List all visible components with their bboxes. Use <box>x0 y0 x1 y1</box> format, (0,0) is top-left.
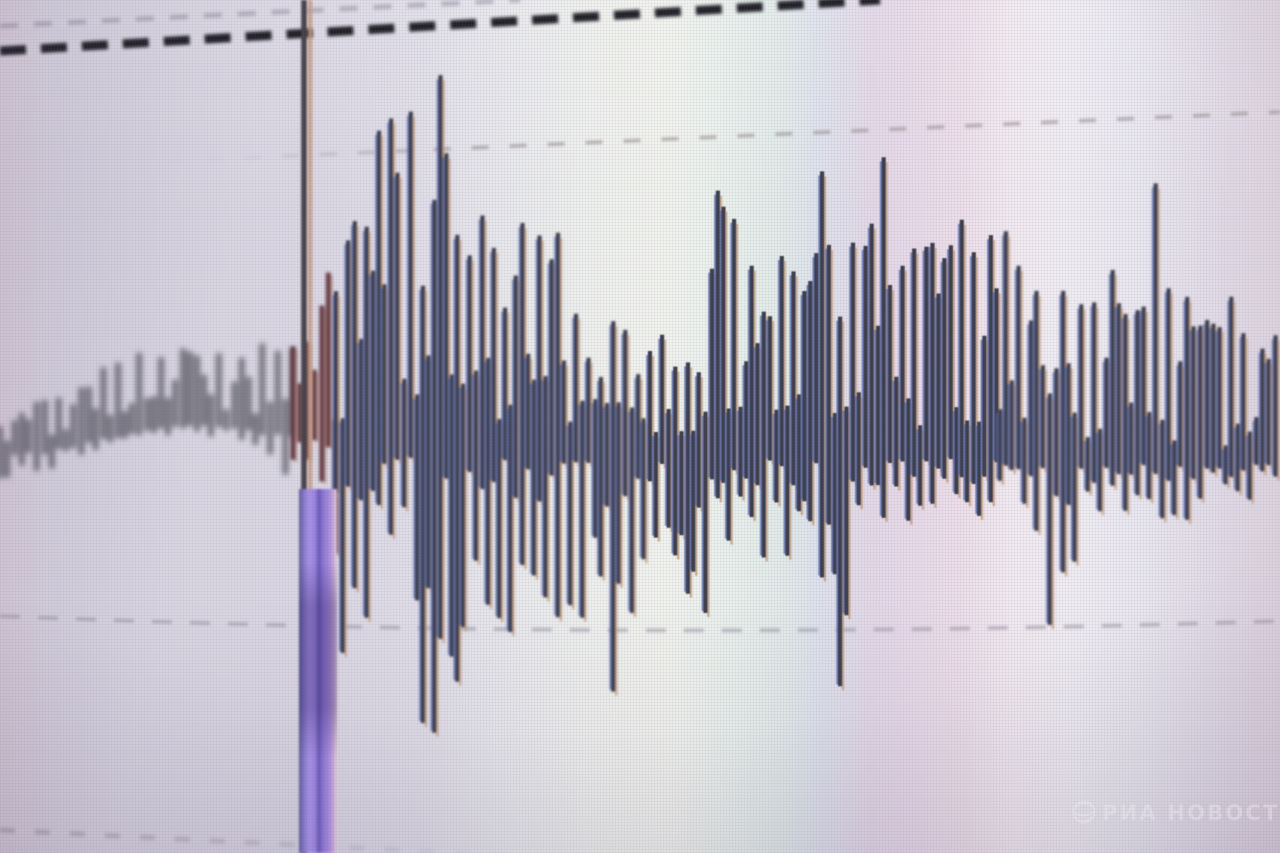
event-highlight-bar-shade <box>299 489 337 853</box>
top-secondary-dashed-line <box>0 0 521 29</box>
logo-arc-swoosh <box>1075 815 1094 823</box>
logo-arc-top <box>1073 802 1095 809</box>
watermark: РИА НОВОСТИ <box>1072 800 1280 825</box>
trace-region-background-noise <box>0 342 296 479</box>
ria-novosti-logo-icon <box>1072 800 1096 824</box>
trace-region-coda-mid <box>646 157 1001 691</box>
event-highlight <box>299 489 337 853</box>
top-primary-dashed-line <box>0 0 881 56</box>
trace-region-main-burst <box>332 75 648 737</box>
seismic-trace <box>0 75 1280 737</box>
logo-arc-mid <box>1072 810 1096 817</box>
upper-dashed-gridline <box>129 110 1280 165</box>
watermark-text: РИА НОВОСТИ <box>1102 801 1280 825</box>
lower-dashed-gridline <box>0 614 1280 633</box>
bottom-dashed-gridline <box>0 827 511 853</box>
trace-region-coda-right <box>996 183 1280 629</box>
